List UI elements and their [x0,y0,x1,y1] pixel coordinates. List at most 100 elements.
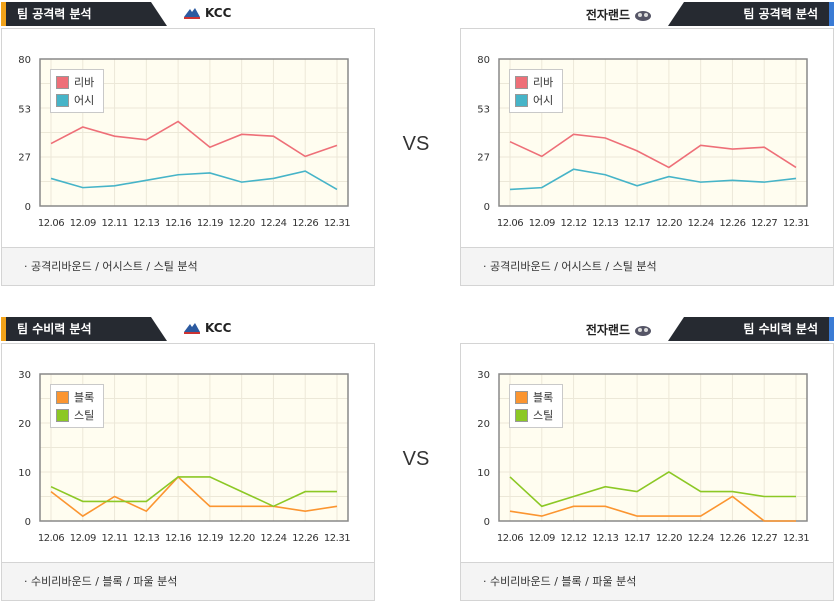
team-name: KCC [183,6,231,20]
panel-title: 팀 수비력 분석 [668,317,834,341]
team-logo-icon [184,8,200,19]
legend-label: 스틸 [533,409,554,422]
panel-title: 팀 공격력 분석 [668,2,834,26]
legend-item: 어시 [515,91,562,109]
x-tick-label: 12.20 [656,218,682,229]
offense-panel-kcc: 팀 공격력 분석 KCC 0 27 53 80 12.06 12.09 12.11 12.13… [1,0,375,286]
x-tick-label: 12.09 [70,218,96,229]
x-tick-label: 12.06 [497,218,523,229]
x-tick-label: 12.16 [165,218,191,229]
series-line [509,168,797,191]
plot-border [39,373,349,522]
y-tick-label: 30 [18,370,31,381]
y-tick-label: 20 [18,419,31,430]
x-tick-label: 12.09 [529,533,555,544]
x-tick-label: 12.13 [592,533,618,544]
x-tick-label: 12.31 [324,218,350,229]
offense-chart: 0 27 53 80 12.06 12.09 12.11 12.13 12.16 12.19 12.… [1,28,375,248]
x-tick-label: 12.20 [229,218,255,229]
legend-swatch [56,390,69,404]
x-tick-label: 12.26 [719,533,745,544]
defense-chart: 0 10 20 30 12.06 12.09 12.11 12.13 12.16 12.19 12.… [1,343,375,563]
x-tick-label: 12.06 [497,533,523,544]
y-tick-label: 0 [25,517,31,528]
legend-swatch [515,93,528,107]
y-tick-label: 0 [25,202,31,213]
chart-footer: · 공격리바운드 / 어시스트 / 스틸 분석 [1,248,375,286]
series-line [50,170,338,191]
x-tick-label: 12.09 [70,533,96,544]
chart-footer: · 수비리바운드 / 블록 / 파울 분석 [460,563,834,601]
y-tick-label: 27 [18,152,31,163]
plot-border [498,58,808,207]
panel-title: 팀 공격력 분석 [1,2,167,26]
team-logo-icon [184,323,200,334]
x-tick-label: 12.26 [292,218,318,229]
x-tick-label: 12.24 [688,218,714,229]
chart-footer: · 수비리바운드 / 블록 / 파울 분석 [1,563,375,601]
x-tick-label: 12.20 [229,533,255,544]
offense-panel-etland: 팀 공격력 분석 전자랜드 0 27 53 80 12.06 12.09 12.12 12.1… [460,0,834,286]
y-tick-label: 53 [18,105,31,116]
x-tick-label: 12.31 [783,533,809,544]
x-tick-label: 12.26 [292,533,318,544]
series-line [50,475,338,518]
legend-swatch [56,75,69,89]
x-tick-label: 12.11 [101,218,127,229]
legend-item: 블록 [515,388,562,406]
x-tick-label: 12.24 [688,533,714,544]
y-tick-label: 80 [18,55,31,66]
x-tick-label: 12.19 [197,533,223,544]
x-tick-label: 12.12 [560,533,586,544]
legend-item: 어시 [56,91,103,109]
legend-swatch [515,390,528,404]
legend-label: 스틸 [74,409,95,422]
team-name-text: 전자랜드 [585,8,630,22]
team-name-text: 전자랜드 [585,323,630,337]
series-line [509,471,796,508]
defense-panel-etland: 팀 수비력 분석 전자랜드 0 10 20 30 12.06 12.09 12.12 12.1… [460,315,834,601]
team-logo-icon [635,325,651,336]
legend-swatch [56,93,69,107]
x-tick-label: 12.24 [260,533,286,544]
panel-header: 팀 공격력 분석 전자랜드 [460,0,834,28]
x-tick-label: 12.27 [751,533,777,544]
y-tick-label: 53 [477,105,490,116]
legend-label: 리바 [74,76,95,89]
legend-swatch [515,408,528,422]
legend-item: 스틸 [56,406,103,424]
x-tick-label: 12.13 [133,218,159,229]
y-tick-label: 10 [477,468,490,479]
x-tick-label: 12.24 [260,218,286,229]
legend-label: 어시 [533,94,554,107]
legend-swatch [515,75,528,89]
series-line [509,133,797,169]
panel-header: 팀 수비력 분석 전자랜드 [460,315,834,343]
team-name-text: KCC [205,6,232,20]
legend-item: 스틸 [515,406,562,424]
defense-panel-kcc: 팀 수비력 분석 KCC 0 10 20 30 12.06 12.09 12.11 12.13… [1,315,375,601]
team-logo-icon [635,10,651,21]
series-line [50,476,337,508]
chart-legend: 리바 어시 [50,69,104,113]
legend-item: 리바 [515,73,562,91]
vs-label: VS [402,448,430,470]
legend-label: 블록 [533,391,554,404]
panel-header: 팀 수비력 분석 KCC [1,315,375,343]
chart-svg: 0 27 53 80 12.06 12.09 12.11 12.13 12.16 12.19 12.… [18,55,350,229]
team-name: 전자랜드 [586,6,652,23]
chart-svg: 0 27 53 80 12.06 12.09 12.12 12.13 12.17 12.20 12.… [477,55,809,229]
y-tick-label: 0 [484,202,490,213]
x-tick-label: 12.17 [624,533,650,544]
plot-border [39,58,349,207]
y-tick-label: 80 [477,55,490,66]
series-line [50,120,338,158]
legend-label: 리바 [533,76,554,89]
y-tick-label: 27 [477,152,490,163]
x-tick-label: 12.09 [529,218,555,229]
x-tick-label: 12.16 [165,533,191,544]
x-tick-label: 12.12 [560,218,586,229]
x-tick-label: 12.06 [38,533,64,544]
chart-footer: · 공격리바운드 / 어시스트 / 스틸 분석 [460,248,834,286]
plot-border [498,373,808,522]
